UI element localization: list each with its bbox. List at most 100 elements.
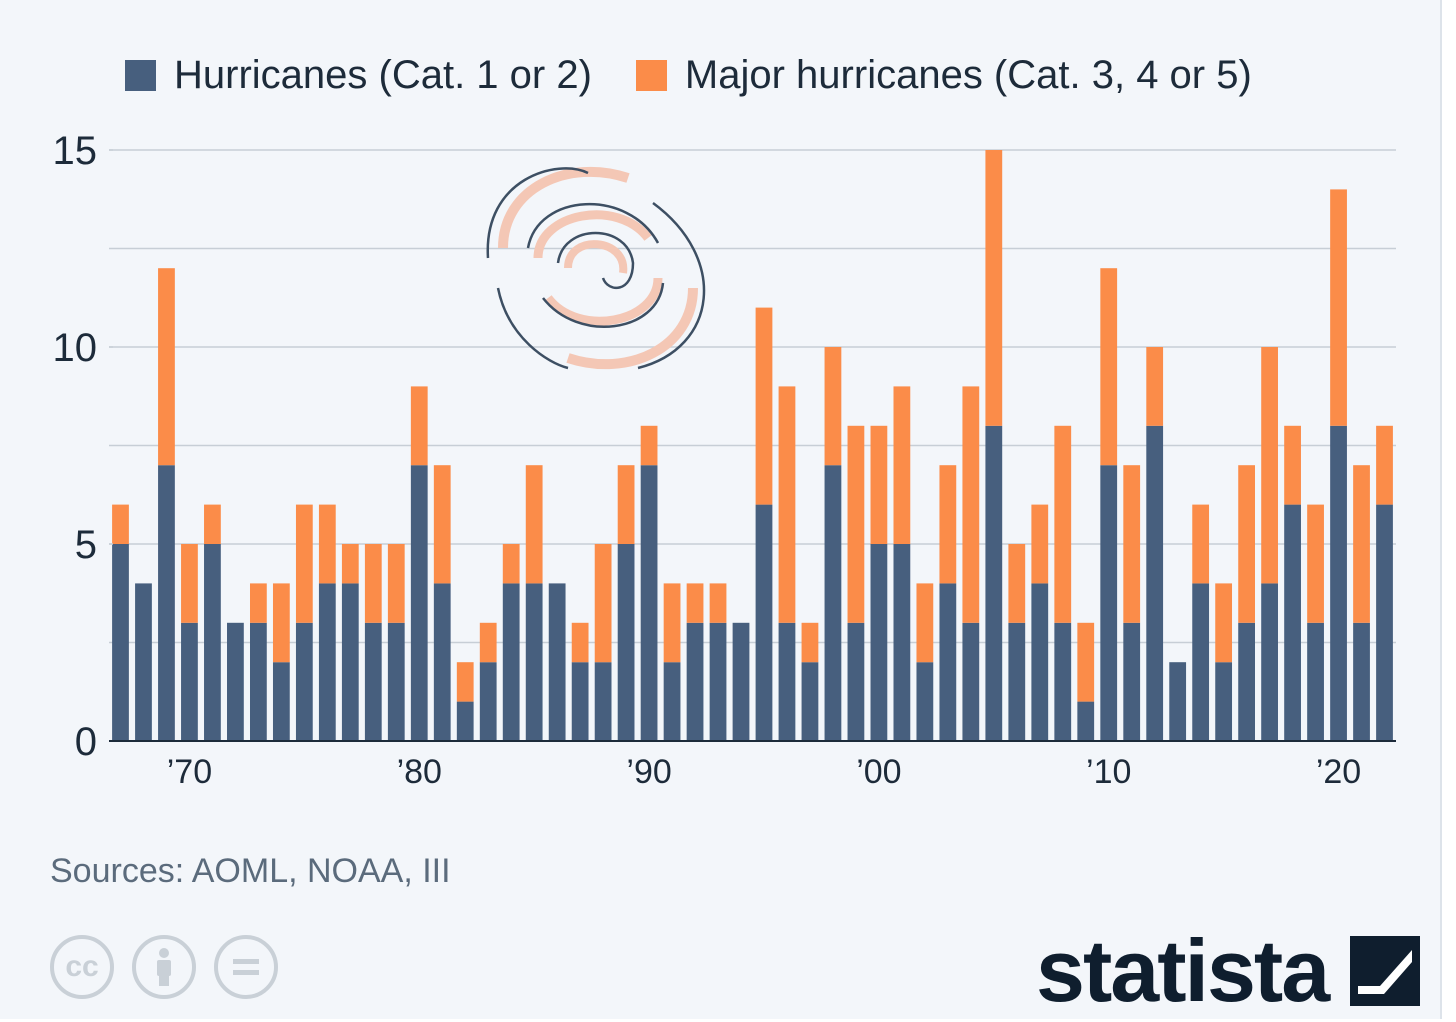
bar-major-hurricanes-1985 [525,465,543,584]
bar-hurricanes-1980 [410,465,428,741]
bar-major-hurricanes-1982 [456,662,474,702]
bar-major-hurricanes-1980 [410,386,428,466]
bar-major-hurricanes-2019 [1307,504,1324,623]
bar-major-hurricanes-2008 [1054,425,1072,623]
bar-hurricanes-1974 [272,662,290,741]
bar-major-hurricanes-1993 [709,583,727,623]
x-tick-label: ’90 [626,753,671,791]
bar-major-hurricanes-1976 [318,504,336,584]
bar-major-hurricanes-2018 [1284,425,1301,505]
legend-label-hurricanes: Hurricanes (Cat. 1 or 2) [174,52,592,97]
bar-hurricanes-1975 [295,622,313,741]
chart-bars [112,150,1393,741]
bar-hurricanes-2021 [1353,622,1370,741]
bar-hurricanes-2020 [1330,425,1347,741]
legend-item-hurricanes: Hurricanes (Cat. 1 or 2) [125,53,592,98]
bar-hurricanes-1976 [318,583,336,741]
bar-major-hurricanes-1996 [778,386,796,623]
x-axis-ticks: ’70 ’80 ’90 ’00 ’10 ’20 [167,753,1361,791]
cc-icon[interactable]: cc [50,935,114,999]
bar-hurricanes-1991 [663,662,681,741]
brand-wordmark: statista [1036,921,1330,1020]
statista-logo[interactable]: statista [1036,920,1421,1022]
bar-hurricanes-1994 [732,622,750,741]
bar-major-hurricanes-2021 [1353,465,1370,623]
bar-major-hurricanes-1969 [158,268,175,466]
x-tick-label: ’10 [1086,753,1131,791]
bar-major-hurricanes-1990 [640,425,658,466]
bar-major-hurricanes-2012 [1146,347,1164,426]
bar-major-hurricanes-2015 [1215,583,1233,663]
license-icons: cc [50,935,296,999]
bar-hurricanes-2004 [962,622,980,741]
bar-hurricanes-2015 [1215,662,1233,741]
bar-major-hurricanes-2006 [1008,544,1026,623]
legend-swatch-hurricanes [125,59,156,91]
bar-major-hurricanes-2010 [1100,268,1118,466]
bar-major-hurricanes-1977 [341,544,359,584]
bar-hurricanes-2014 [1192,583,1210,741]
bar-major-hurricanes-1995 [755,307,773,505]
page-gutter [1442,0,1456,1019]
cyclone-illustration-icon [486,166,706,370]
bar-major-hurricanes-1989 [617,465,635,544]
bar-major-hurricanes-1983 [479,622,497,663]
bar-major-hurricanes-2014 [1192,504,1210,584]
bar-hurricanes-1986 [548,583,566,741]
bar-hurricanes-1995 [755,504,773,741]
bar-hurricanes-1988 [594,662,612,741]
bar-hurricanes-2017 [1261,583,1278,741]
bar-major-hurricanes-1975 [295,504,313,623]
stacked-bar-chart: 0 5 10 15 ’70 ’80 ’90 ’00 ’10 ’20 [53,129,1396,791]
bar-hurricanes-2018 [1284,504,1301,741]
attribution-icon[interactable] [132,935,196,999]
bar-hurricanes-2007 [1031,583,1049,741]
bar-major-hurricanes-1971 [204,504,221,544]
bar-hurricanes-1969 [158,465,175,741]
bar-major-hurricanes-1998 [824,347,842,466]
bar-hurricanes-2000 [870,544,888,741]
bar-hurricanes-2006 [1008,622,1026,741]
chart-legend: Hurricanes (Cat. 1 or 2) Major hurricane… [125,50,1296,100]
bar-major-hurricanes-2007 [1031,504,1049,584]
bar-hurricanes-2008 [1054,622,1072,741]
legend-swatch-major-hurricanes [635,59,667,91]
bar-hurricanes-1967 [112,544,129,741]
bar-hurricanes-2010 [1100,465,1118,741]
bar-hurricanes-1977 [341,583,359,741]
no-derivatives-icon[interactable] [214,935,278,999]
bar-major-hurricanes-2002 [916,583,934,663]
statista-mark-icon [1350,936,1421,1006]
bar-hurricanes-2011 [1123,622,1141,741]
bar-hurricanes-2001 [893,544,911,741]
y-tick-label: 15 [53,129,98,173]
bar-hurricanes-1981 [433,583,451,741]
bar-major-hurricanes-2022 [1376,425,1393,505]
bar-hurricanes-2005 [985,425,1003,741]
bar-major-hurricanes-2017 [1261,347,1278,584]
bar-hurricanes-1993 [709,622,727,741]
bar-major-hurricanes-1997 [801,622,819,663]
bar-major-hurricanes-1970 [181,544,198,623]
bar-major-hurricanes-1987 [571,622,589,663]
x-tick-label: ’00 [856,753,901,791]
bar-hurricanes-1996 [778,622,796,741]
bar-major-hurricanes-1984 [502,544,520,584]
bar-major-hurricanes-2000 [870,425,888,544]
chart-source: Sources: AOML, NOAA, III [50,852,451,890]
bar-major-hurricanes-1992 [686,583,704,623]
bar-hurricanes-2009 [1077,701,1095,741]
bar-major-hurricanes-1973 [249,583,267,623]
y-tick-label: 5 [75,523,97,567]
bar-major-hurricanes-1991 [663,583,681,663]
bar-hurricanes-2019 [1307,622,1324,741]
bar-major-hurricanes-1974 [272,583,290,663]
bar-hurricanes-1984 [502,583,520,741]
x-tick-label: ’80 [397,753,442,791]
bar-hurricanes-1985 [525,583,543,741]
bar-major-hurricanes-2009 [1077,622,1095,702]
bar-hurricanes-2016 [1238,622,1256,741]
legend-item-major-hurricanes: Major hurricanes (Cat. 3, 4 or 5) [635,53,1252,98]
y-axis-ticks: 0 5 10 15 [53,129,113,764]
bar-hurricanes-1973 [249,622,267,741]
